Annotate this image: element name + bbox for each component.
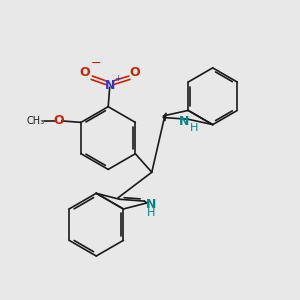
Text: H: H (189, 123, 198, 133)
Text: N: N (104, 79, 115, 92)
Text: O: O (80, 66, 90, 79)
Text: −: − (90, 57, 101, 70)
Text: N: N (178, 115, 189, 128)
Text: H: H (147, 208, 155, 218)
Text: +: + (115, 74, 122, 83)
Text: N: N (146, 198, 156, 211)
Text: O: O (53, 114, 64, 127)
Text: CH₃: CH₃ (27, 116, 45, 126)
Text: O: O (129, 66, 140, 79)
